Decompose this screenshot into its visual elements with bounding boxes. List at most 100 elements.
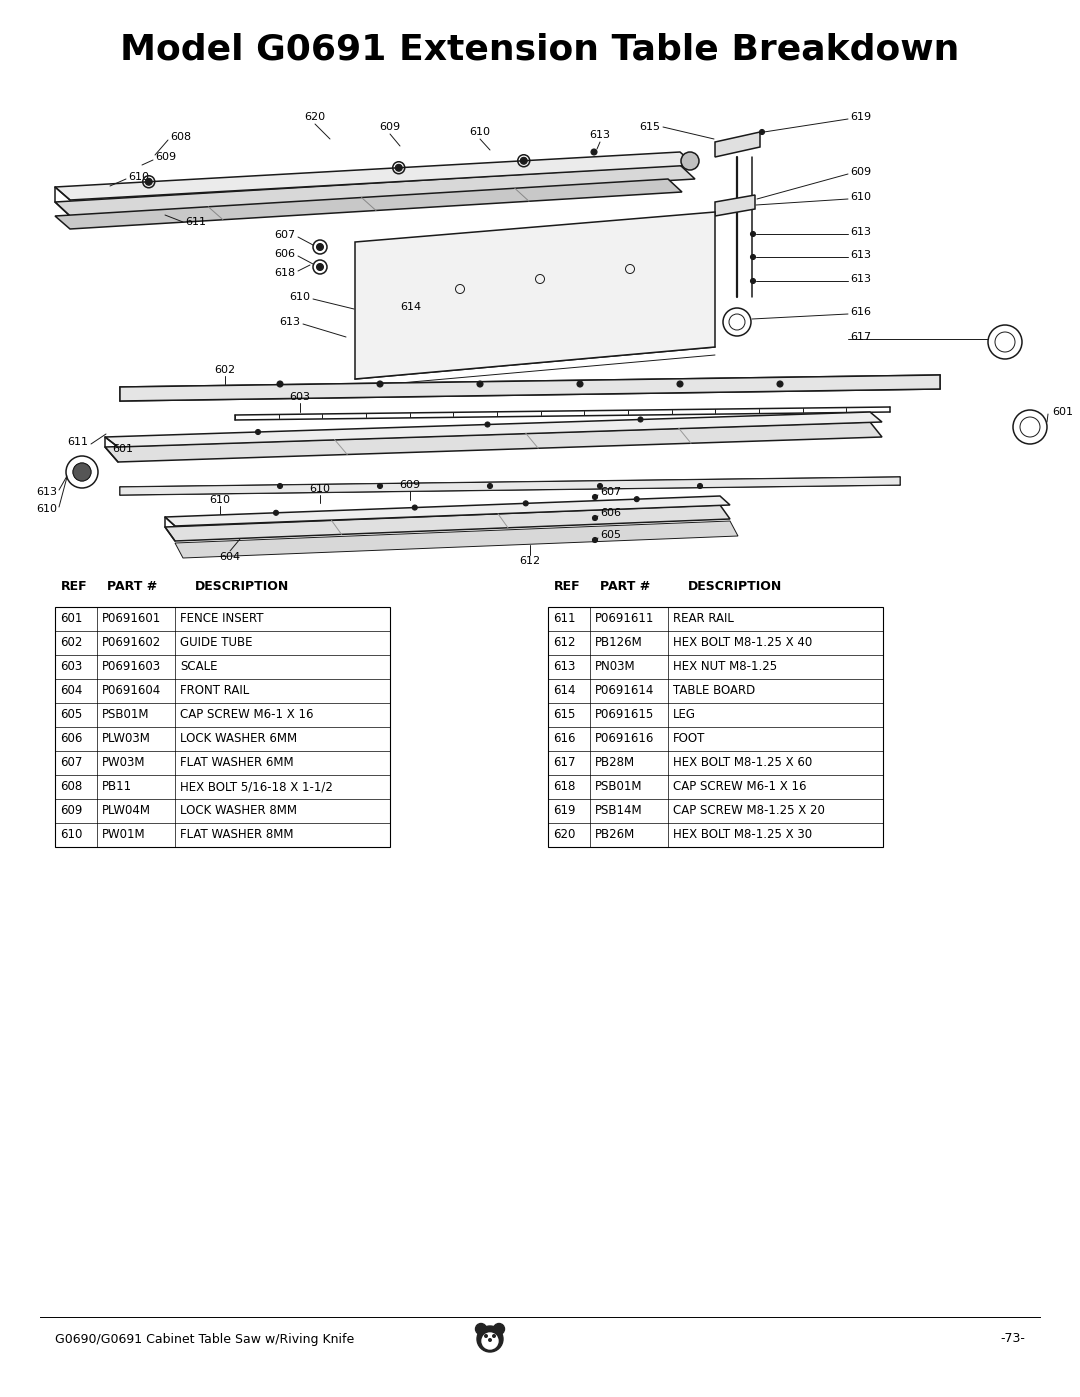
Text: HEX BOLT 5/16-18 X 1-1/2: HEX BOLT 5/16-18 X 1-1/2 — [180, 781, 333, 793]
Text: FENCE INSERT: FENCE INSERT — [180, 612, 264, 626]
Text: CAP SCREW M6-1 X 16: CAP SCREW M6-1 X 16 — [673, 781, 807, 793]
Text: P0691611: P0691611 — [595, 612, 654, 626]
Circle shape — [577, 381, 583, 387]
Circle shape — [73, 462, 91, 481]
Bar — [55, 608, 390, 847]
Text: P0691615: P0691615 — [595, 708, 654, 721]
Text: 604: 604 — [219, 552, 241, 562]
Text: 613: 613 — [850, 226, 870, 237]
Text: 607: 607 — [600, 488, 621, 497]
Text: 610: 610 — [210, 495, 230, 504]
Circle shape — [593, 515, 597, 521]
Text: 613: 613 — [279, 317, 300, 327]
Text: PB126M: PB126M — [595, 637, 643, 650]
Text: PSB01M: PSB01M — [595, 781, 643, 793]
Text: 611: 611 — [67, 437, 87, 447]
Polygon shape — [105, 412, 882, 447]
Text: 614: 614 — [400, 302, 421, 312]
Circle shape — [593, 495, 597, 500]
Text: 618: 618 — [274, 268, 295, 278]
Text: 610: 610 — [60, 828, 82, 841]
Text: 609: 609 — [379, 122, 401, 131]
Text: PART #: PART # — [107, 580, 158, 592]
Text: PLW04M: PLW04M — [102, 805, 151, 817]
Text: PN03M: PN03M — [595, 661, 636, 673]
Circle shape — [634, 497, 639, 502]
Text: FRONT RAIL: FRONT RAIL — [180, 685, 249, 697]
Text: 608: 608 — [60, 781, 82, 793]
Text: CAP SCREW M6-1 X 16: CAP SCREW M6-1 X 16 — [180, 708, 313, 721]
Text: 609: 609 — [850, 168, 872, 177]
Text: P0691601: P0691601 — [102, 612, 161, 626]
Text: 601: 601 — [60, 612, 82, 626]
Text: 603: 603 — [289, 393, 311, 402]
Circle shape — [256, 429, 260, 434]
Text: 615: 615 — [553, 708, 576, 721]
Text: 607: 607 — [60, 757, 82, 770]
Polygon shape — [55, 179, 681, 229]
Text: 610: 610 — [129, 172, 149, 182]
Text: P0691602: P0691602 — [102, 637, 161, 650]
Text: P0691603: P0691603 — [102, 661, 161, 673]
Circle shape — [638, 416, 643, 422]
Text: 605: 605 — [600, 529, 621, 541]
Text: 610: 610 — [310, 483, 330, 495]
Text: 609: 609 — [400, 481, 420, 490]
Text: 613: 613 — [553, 661, 576, 673]
Polygon shape — [165, 496, 730, 527]
Circle shape — [146, 179, 152, 184]
Text: 610: 610 — [289, 292, 310, 302]
Text: 613: 613 — [850, 274, 870, 284]
Text: P0691614: P0691614 — [595, 685, 654, 697]
Text: 610: 610 — [36, 504, 57, 514]
Circle shape — [677, 381, 683, 387]
Text: 604: 604 — [60, 685, 82, 697]
Circle shape — [318, 244, 323, 250]
Circle shape — [593, 538, 597, 542]
Text: 601: 601 — [1052, 407, 1074, 416]
Text: 601: 601 — [112, 444, 133, 454]
Circle shape — [487, 483, 492, 489]
Text: G0690/G0691 Cabinet Table Saw w/Riving Knife: G0690/G0691 Cabinet Table Saw w/Riving K… — [55, 1333, 354, 1345]
Text: 606: 606 — [600, 509, 621, 518]
Circle shape — [413, 506, 417, 510]
Text: PW01M: PW01M — [102, 828, 146, 841]
Text: REF: REF — [60, 580, 87, 592]
Text: PB26M: PB26M — [595, 828, 635, 841]
Circle shape — [777, 381, 783, 387]
Circle shape — [591, 149, 597, 155]
Circle shape — [492, 1334, 496, 1338]
Text: FLAT WASHER 8MM: FLAT WASHER 8MM — [180, 828, 294, 841]
Text: PART #: PART # — [600, 580, 650, 592]
Polygon shape — [355, 212, 715, 379]
Text: FLAT WASHER 6MM: FLAT WASHER 6MM — [180, 757, 294, 770]
Text: 620: 620 — [553, 828, 576, 841]
Text: 616: 616 — [850, 307, 870, 317]
Text: 602: 602 — [60, 637, 82, 650]
Text: 613: 613 — [36, 488, 57, 497]
Text: 619: 619 — [850, 112, 872, 122]
Text: 613: 613 — [850, 250, 870, 260]
Circle shape — [698, 483, 702, 489]
Circle shape — [276, 381, 283, 387]
Circle shape — [521, 158, 527, 163]
Text: 616: 616 — [553, 732, 576, 746]
Circle shape — [477, 1326, 503, 1352]
Circle shape — [273, 510, 279, 515]
Text: 602: 602 — [215, 365, 235, 374]
Text: HEX NUT M8-1.25: HEX NUT M8-1.25 — [673, 661, 778, 673]
Circle shape — [597, 483, 603, 489]
Text: 608: 608 — [170, 131, 191, 142]
Polygon shape — [105, 422, 882, 462]
Circle shape — [484, 1334, 488, 1338]
Polygon shape — [715, 196, 755, 217]
Text: REAR RAIL: REAR RAIL — [673, 612, 734, 626]
Text: P0691616: P0691616 — [595, 732, 654, 746]
Circle shape — [751, 232, 756, 236]
Text: -73-: -73- — [1000, 1333, 1025, 1345]
Circle shape — [378, 483, 382, 489]
Text: PLW03M: PLW03M — [102, 732, 151, 746]
Text: 610: 610 — [850, 191, 870, 203]
Circle shape — [475, 1323, 486, 1334]
Bar — [548, 608, 883, 847]
